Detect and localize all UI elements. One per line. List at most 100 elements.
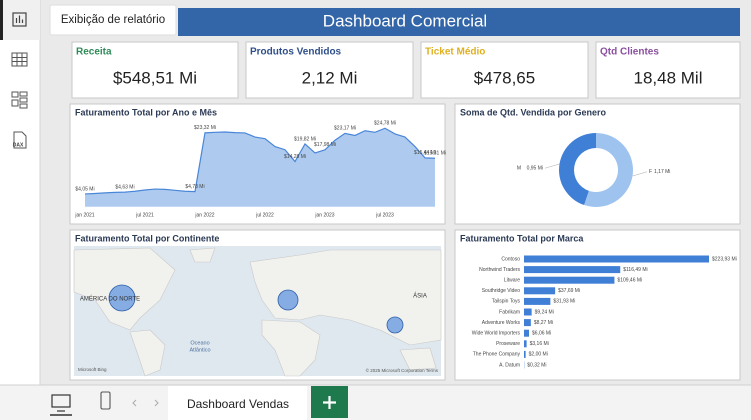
panel-title: Faturamento Total por Ano e Mês xyxy=(75,107,217,117)
dax-icon-label: DAX xyxy=(13,142,24,148)
x-tick-label: jan 2021 xyxy=(74,212,94,218)
active-indicator xyxy=(0,0,3,40)
donut-slice xyxy=(584,133,633,207)
add-icon xyxy=(323,396,336,409)
data-label: $17,98 Mi xyxy=(314,142,336,148)
data-label: $14,28 Mi xyxy=(284,154,306,160)
data-label: $4,78 Mi xyxy=(185,184,204,190)
y-tick-label: The Phone Company xyxy=(473,352,521,358)
map[interactable]: AMÉRICA DO NORTE ÁSIA Oceano Atlântico M… xyxy=(73,246,442,377)
x-tick-label: jan 2023 xyxy=(314,212,334,218)
bar xyxy=(524,276,615,284)
kpi-label: Qtd Clientes xyxy=(600,47,659,58)
data-label: $15,44 Mi xyxy=(414,150,436,156)
data-label: $8,27 Mi xyxy=(534,320,553,326)
map-label: ÁSIA xyxy=(413,293,427,300)
data-label: $37,69 Mi xyxy=(558,288,580,294)
mobile-view-button[interactable] xyxy=(100,391,111,410)
sidebar xyxy=(0,0,40,385)
data-label: $23,32 Mi xyxy=(194,125,216,131)
slice-label: 1,17 Mi xyxy=(654,169,670,175)
y-tick-label: Tailspin Toys xyxy=(492,299,521,305)
kpi-value: 2,12 Mi xyxy=(302,68,358,87)
x-tick-label: jul 2022 xyxy=(255,212,274,218)
area xyxy=(85,128,435,207)
slice-category: M xyxy=(517,166,521,172)
kpi-value: $478,65 xyxy=(474,68,535,87)
leader-line xyxy=(544,163,560,169)
map-credit: © 2025 Microsoft Corporation Terms xyxy=(366,367,439,373)
bar xyxy=(524,255,709,263)
bar xyxy=(524,287,556,295)
map-logo: Microsoft Bing xyxy=(78,367,107,372)
kpi-value: $548,51 Mi xyxy=(113,68,197,87)
panel-title: Soma de Qtd. Vendida por Genero xyxy=(460,107,607,117)
page-tab[interactable] xyxy=(168,386,307,420)
desktop-view-button[interactable] xyxy=(51,394,71,412)
bar xyxy=(524,319,531,327)
data-label: $116,49 Mi xyxy=(623,267,647,273)
title-bar xyxy=(178,8,740,36)
data-label: $24,78 Mi xyxy=(374,121,396,127)
data-label: $15,31 Mi xyxy=(424,151,446,157)
bar xyxy=(524,350,526,358)
kpi-card xyxy=(71,41,239,99)
y-tick-label: Northwind Traders xyxy=(479,267,520,273)
panel-title: Faturamento Total por Marca xyxy=(460,233,584,243)
bar xyxy=(524,266,621,274)
leader-line xyxy=(632,171,648,177)
donut-slice xyxy=(559,133,596,206)
dashboard-title: Dashboard Comercial xyxy=(323,11,487,30)
model-view-button[interactable] xyxy=(11,91,28,109)
data-label: $4,05 Mi xyxy=(75,186,94,192)
y-tick-label: Adventure Works xyxy=(482,320,521,326)
next-page-button[interactable] xyxy=(154,399,159,407)
ocean-label: Atlântico xyxy=(189,347,210,353)
x-tick-label: jul 2023 xyxy=(375,212,394,218)
data-label: $109,46 Mi xyxy=(617,278,642,284)
table-view-button[interactable] xyxy=(11,52,28,67)
data-label: $2,00 Mi xyxy=(529,352,548,358)
slice-category: F xyxy=(649,169,652,175)
bar xyxy=(524,297,551,305)
y-tick-label: Fabrikam xyxy=(499,309,520,315)
y-tick-label: A. Datum xyxy=(499,362,520,368)
bar xyxy=(524,329,530,337)
bar xyxy=(524,308,532,316)
kpi-value: 18,48 Mil xyxy=(634,68,703,87)
page-tab-label: Dashboard Vendas xyxy=(187,397,289,411)
y-tick-label: Wide World Importers xyxy=(472,331,521,337)
y-tick-label: Southridge Video xyxy=(482,288,520,294)
data-label: $31,93 Mi xyxy=(553,299,575,305)
dax-view-button[interactable]: DAX xyxy=(13,131,27,149)
kpi-card xyxy=(595,41,741,99)
y-tick-label: Proseware xyxy=(496,341,520,347)
tooltip-text: Exibição de relatório xyxy=(61,14,165,26)
report-icon xyxy=(12,12,27,27)
y-tick-label: Litware xyxy=(504,278,520,284)
data-label: $9,24 Mi xyxy=(535,309,554,315)
data-label: $19,82 Mi xyxy=(294,136,316,142)
data-label: $3,16 Mi xyxy=(530,341,549,347)
bottom-bar xyxy=(0,385,751,420)
data-label: $6,06 Mi xyxy=(532,331,551,337)
data-label: $223,93 Mi xyxy=(712,256,737,262)
map-label: AMÉRICA DO NORTE xyxy=(80,296,140,303)
kpi-label: Ticket Médio xyxy=(425,47,485,58)
tooltip xyxy=(49,4,177,36)
data-label: $0,32 Mi xyxy=(527,362,546,368)
ocean-label: Oceano xyxy=(190,340,209,346)
panel-title: Faturamento Total por Continente xyxy=(75,233,219,243)
bar xyxy=(524,340,527,348)
bar-panel xyxy=(454,229,741,381)
kpi-label: Receita xyxy=(76,47,112,58)
y-tick-label: Contoso xyxy=(501,256,520,262)
kpi-card xyxy=(420,41,589,99)
x-tick-label: jul 2021 xyxy=(135,212,154,218)
prev-page-button[interactable] xyxy=(132,399,137,407)
data-label: $23,17 Mi xyxy=(334,126,356,132)
kpi-card xyxy=(245,41,414,99)
line xyxy=(84,127,436,195)
slice-label: 0,95 Mi xyxy=(527,166,543,172)
